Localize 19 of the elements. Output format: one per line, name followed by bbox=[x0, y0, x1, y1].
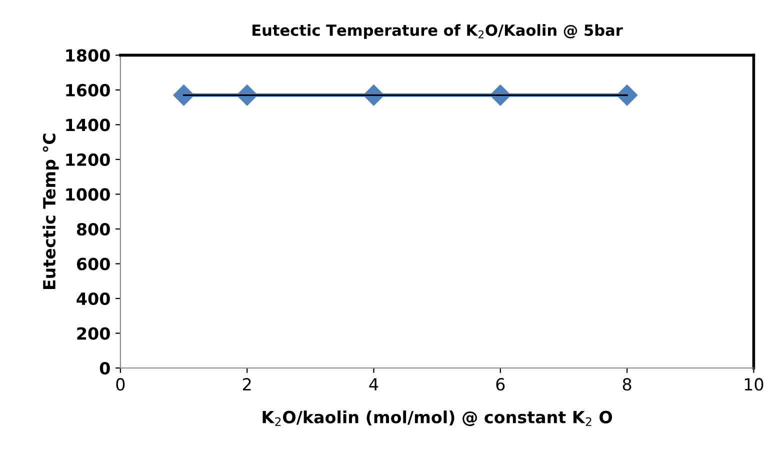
x-tick-label: 0 bbox=[116, 378, 125, 391]
x-tick-label: 8 bbox=[622, 378, 632, 391]
x-tick-label: 10 bbox=[744, 378, 764, 391]
y-tick-label: 1400 bbox=[66, 118, 110, 132]
y-tick-label: 200 bbox=[77, 327, 110, 340]
y-tick-label: 800 bbox=[76, 222, 110, 236]
y-tick-label: 400 bbox=[76, 292, 110, 306]
x-tick-label: 6 bbox=[496, 378, 505, 391]
chart-title: Eutectic Temperature of K$_{2}$O/Kaolin @ 5bar bbox=[252, 24, 623, 39]
y-axis-title: Eutectic Temp °C bbox=[42, 134, 59, 290]
y-tick-label: 1200 bbox=[66, 153, 110, 166]
y-tick-label: 1000 bbox=[66, 188, 110, 201]
y-tick-label: 1800 bbox=[66, 49, 110, 62]
y-tick-label: 0 bbox=[100, 362, 110, 375]
x-tick-label: 2 bbox=[243, 378, 251, 390]
x-axis-title: K$_{2}$O/kaolin (mol/mol) @ constant K$_{2}$ O bbox=[262, 410, 612, 426]
y-tick-label: 600 bbox=[76, 258, 110, 270]
y-tick-label: 1600 bbox=[66, 84, 110, 97]
x-tick-label: 4 bbox=[369, 378, 378, 390]
